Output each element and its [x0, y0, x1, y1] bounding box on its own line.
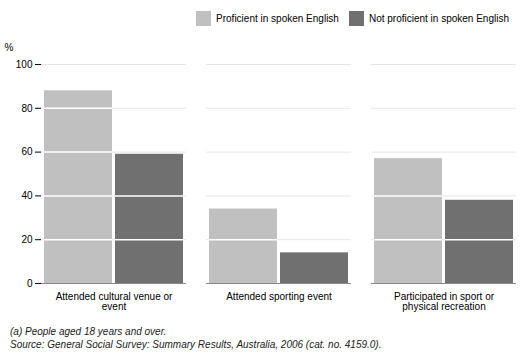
html-text:Proficient in spoken English: Proficient in spoken English — [216, 13, 339, 24]
svg-text:0: 0 — [27, 278, 33, 289]
html-text:(a) People aged 18 years and o: (a) People aged 18 years and over. — [10, 326, 167, 337]
svg-text:100: 100 — [16, 59, 33, 70]
svg-text:60: 60 — [21, 146, 33, 157]
svg-text:Participated in sport orphysic: Participated in sport orphysical recreat… — [394, 291, 495, 312]
svg-text:40: 40 — [21, 190, 33, 201]
svg-text:80: 80 — [21, 103, 33, 114]
svg-text:Attended cultural venue oreven: Attended cultural venue orevent — [56, 291, 173, 312]
svg-text:Attended sporting event: Attended sporting event — [226, 291, 332, 302]
svg-text:20: 20 — [21, 234, 33, 245]
svg-text:%: % — [5, 42, 14, 53]
html-text:Not proficient in spoken Engli: Not proficient in spoken English — [368, 13, 509, 24]
html-text:Source: General Social Survey:: Source: General Social Survey: Summary R… — [10, 339, 382, 350]
